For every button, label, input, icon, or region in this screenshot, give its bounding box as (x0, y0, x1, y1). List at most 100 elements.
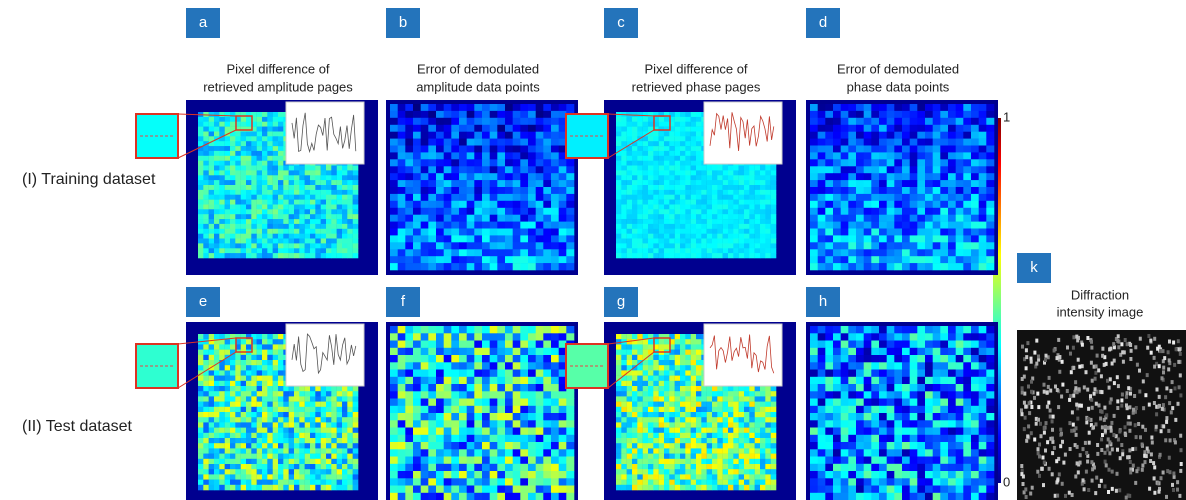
heatmap-cell (706, 209, 713, 215)
heatmap-cell (648, 248, 654, 254)
diffraction-speckle (1165, 416, 1169, 421)
heatmap-cell (443, 242, 452, 250)
heatmap-cell (817, 138, 826, 146)
heatmap-cell (451, 463, 460, 472)
heatmap-cell (863, 145, 872, 153)
heatmap-cell (278, 443, 284, 449)
diffraction-speckle (1022, 374, 1026, 379)
heatmap-cell (474, 362, 483, 370)
heatmap-cell (262, 354, 268, 361)
heatmap-cell (566, 173, 575, 181)
heatmap-cell (246, 204, 252, 210)
heatmap-cell (840, 200, 849, 208)
heatmap-cell (214, 199, 220, 205)
heatmap-cell (669, 150, 675, 157)
heatmap-cell (208, 121, 215, 127)
heatmap-cell (326, 453, 332, 460)
heatmap-cell (696, 204, 702, 210)
heatmap-cell (886, 131, 895, 139)
heatmap-cell (459, 200, 467, 208)
diffraction-speckle (1149, 338, 1153, 343)
heatmap-cell (856, 221, 864, 229)
heatmap-cell (754, 238, 761, 244)
heatmap-cell (208, 380, 215, 387)
heatmap-cell (304, 185, 311, 191)
heatmap-cell (397, 463, 406, 472)
heatmap-cell (352, 219, 359, 225)
heatmap-cell (342, 479, 348, 486)
heatmap-cell (251, 112, 257, 118)
heatmap-cell (267, 484, 273, 491)
heatmap-cell (902, 263, 910, 271)
heatmap-cell (320, 448, 327, 454)
heatmap-cell (909, 256, 918, 264)
heatmap-cell (512, 384, 521, 392)
heatmap-cell (664, 189, 670, 196)
diffraction-speckle (1128, 493, 1132, 498)
diffraction-speckle (1112, 381, 1116, 386)
heatmap-cell (466, 180, 475, 188)
heatmap-cell (706, 243, 713, 249)
heatmap-cell (405, 249, 414, 257)
heatmap-cell (616, 165, 622, 171)
heatmap-cell (717, 223, 723, 230)
heatmap-cell (214, 375, 220, 382)
heatmap-cell (616, 189, 622, 196)
diffraction-speckle (1066, 345, 1069, 350)
heatmap-cell (653, 243, 659, 249)
heatmap-cell (304, 170, 311, 176)
diffraction-speckle (1052, 348, 1056, 353)
heatmap-cell (535, 256, 544, 264)
heatmap-cell (198, 432, 204, 439)
heatmap-cell (451, 449, 460, 457)
heatmap-cell (528, 384, 536, 392)
heatmap-cell (436, 110, 444, 119)
heatmap-cell (848, 200, 857, 208)
heatmap-cell (219, 464, 225, 470)
diffraction-speckle (1116, 384, 1120, 389)
heatmap-cell (482, 221, 490, 229)
heatmap-cell (626, 150, 633, 157)
heatmap-cell (198, 165, 204, 171)
heatmap-cell (336, 233, 343, 239)
heatmap-cell (443, 110, 452, 119)
heatmap-cell (208, 469, 215, 475)
heatmap-cell (240, 406, 247, 413)
heatmap-cell (817, 131, 826, 139)
heatmap-cell (208, 464, 215, 470)
diffraction-speckle (1127, 455, 1131, 460)
heatmap-cell (352, 391, 359, 397)
heatmap-cell (632, 126, 638, 132)
heatmap-cell (203, 412, 209, 418)
heatmap-cell (833, 173, 841, 181)
diffraction-speckle (1131, 447, 1135, 452)
heatmap-cell (214, 453, 220, 460)
heatmap-cell (331, 479, 337, 486)
diffraction-speckle (1125, 406, 1129, 411)
heatmap-cell (680, 253, 686, 259)
heatmap-cell (909, 242, 918, 250)
diffraction-speckle (1168, 438, 1172, 443)
heatmap-cell (451, 117, 460, 125)
heatmap-cell (336, 204, 343, 210)
heatmap-cell (685, 170, 691, 176)
heatmap-cell (262, 141, 268, 147)
diffraction-speckle (1153, 490, 1157, 495)
heatmap-cell (696, 189, 702, 196)
heatmap-cell (352, 204, 359, 210)
heatmap-cell (405, 104, 414, 112)
diffraction-speckle (1028, 411, 1032, 416)
heatmap-cell (246, 180, 252, 186)
heatmap-cell (288, 469, 295, 475)
heatmap-cell (219, 248, 225, 254)
heatmap-cell (240, 238, 247, 244)
heatmap-cell (616, 121, 622, 127)
diffraction-speckle (1076, 470, 1080, 475)
heatmap-cell (551, 347, 559, 356)
heatmap-cell (294, 214, 300, 220)
heatmap-cell (294, 432, 300, 439)
heatmap-cell (256, 469, 263, 475)
heatmap-cell (971, 187, 979, 195)
heatmap-cell (664, 233, 670, 239)
heatmap-cell (717, 199, 723, 205)
